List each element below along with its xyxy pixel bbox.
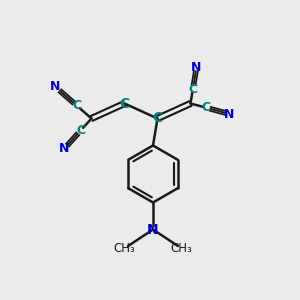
Text: N: N [147, 223, 159, 236]
Text: N: N [59, 142, 70, 155]
Text: C: C [119, 97, 130, 110]
Text: CH₃: CH₃ [114, 242, 135, 256]
Text: C: C [202, 101, 211, 114]
Text: C: C [152, 112, 163, 125]
Text: N: N [191, 61, 202, 74]
Text: N: N [50, 80, 61, 94]
Text: C: C [76, 124, 85, 137]
Text: C: C [73, 99, 82, 112]
Text: N: N [224, 107, 235, 121]
Text: CH₃: CH₃ [171, 242, 192, 256]
Text: C: C [188, 82, 197, 96]
